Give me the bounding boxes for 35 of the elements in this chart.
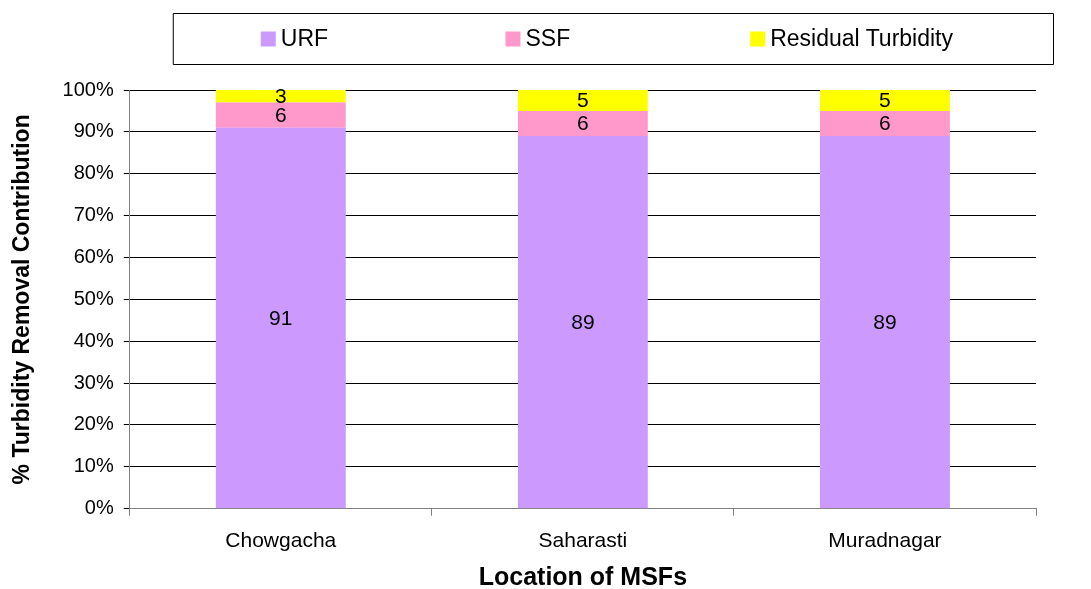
- y-axis-title: % Turbidity Removal Contribution: [8, 114, 35, 485]
- legend-label: SSF: [525, 24, 571, 51]
- legend-label: URF: [280, 24, 329, 51]
- data-label: 5: [879, 88, 891, 112]
- y-tick-label: 30%: [73, 370, 114, 393]
- bar: [215, 102, 346, 128]
- y-tick-label: 50%: [73, 286, 114, 309]
- y-tick-label: 60%: [73, 245, 114, 267]
- data-label: 6: [879, 111, 891, 135]
- x-tick-label: Chowgacha: [225, 527, 337, 551]
- x-tick-label: Muradnagar: [828, 527, 942, 551]
- legend-label: Residual Turbidity: [770, 24, 954, 51]
- data-label: 5: [577, 88, 589, 112]
- bar: [517, 90, 648, 111]
- bar: [215, 127, 346, 509]
- y-tick-label: 10%: [73, 454, 114, 477]
- data-label: 91: [269, 305, 293, 329]
- bar: [820, 136, 950, 509]
- y-tick-label: 40%: [73, 328, 114, 351]
- y-tick-label: 20%: [73, 412, 114, 435]
- y-tick-label: 0%: [84, 496, 114, 519]
- bar: [517, 110, 648, 137]
- x-axis-title: Location of MSFs: [478, 561, 688, 589]
- x-tick-label: Saharasti: [538, 527, 628, 551]
- data-label: 6: [577, 111, 589, 135]
- bar: [820, 110, 950, 137]
- y-tick-label: 80%: [73, 161, 114, 184]
- data-label: 89: [571, 309, 595, 333]
- y-tick-label: 100%: [62, 77, 114, 100]
- y-tick-label: 70%: [73, 203, 114, 226]
- y-tick-label: 90%: [73, 119, 114, 142]
- data-label: 89: [873, 309, 897, 333]
- bar: [517, 136, 648, 509]
- bar: [215, 90, 346, 103]
- bar: [820, 90, 950, 111]
